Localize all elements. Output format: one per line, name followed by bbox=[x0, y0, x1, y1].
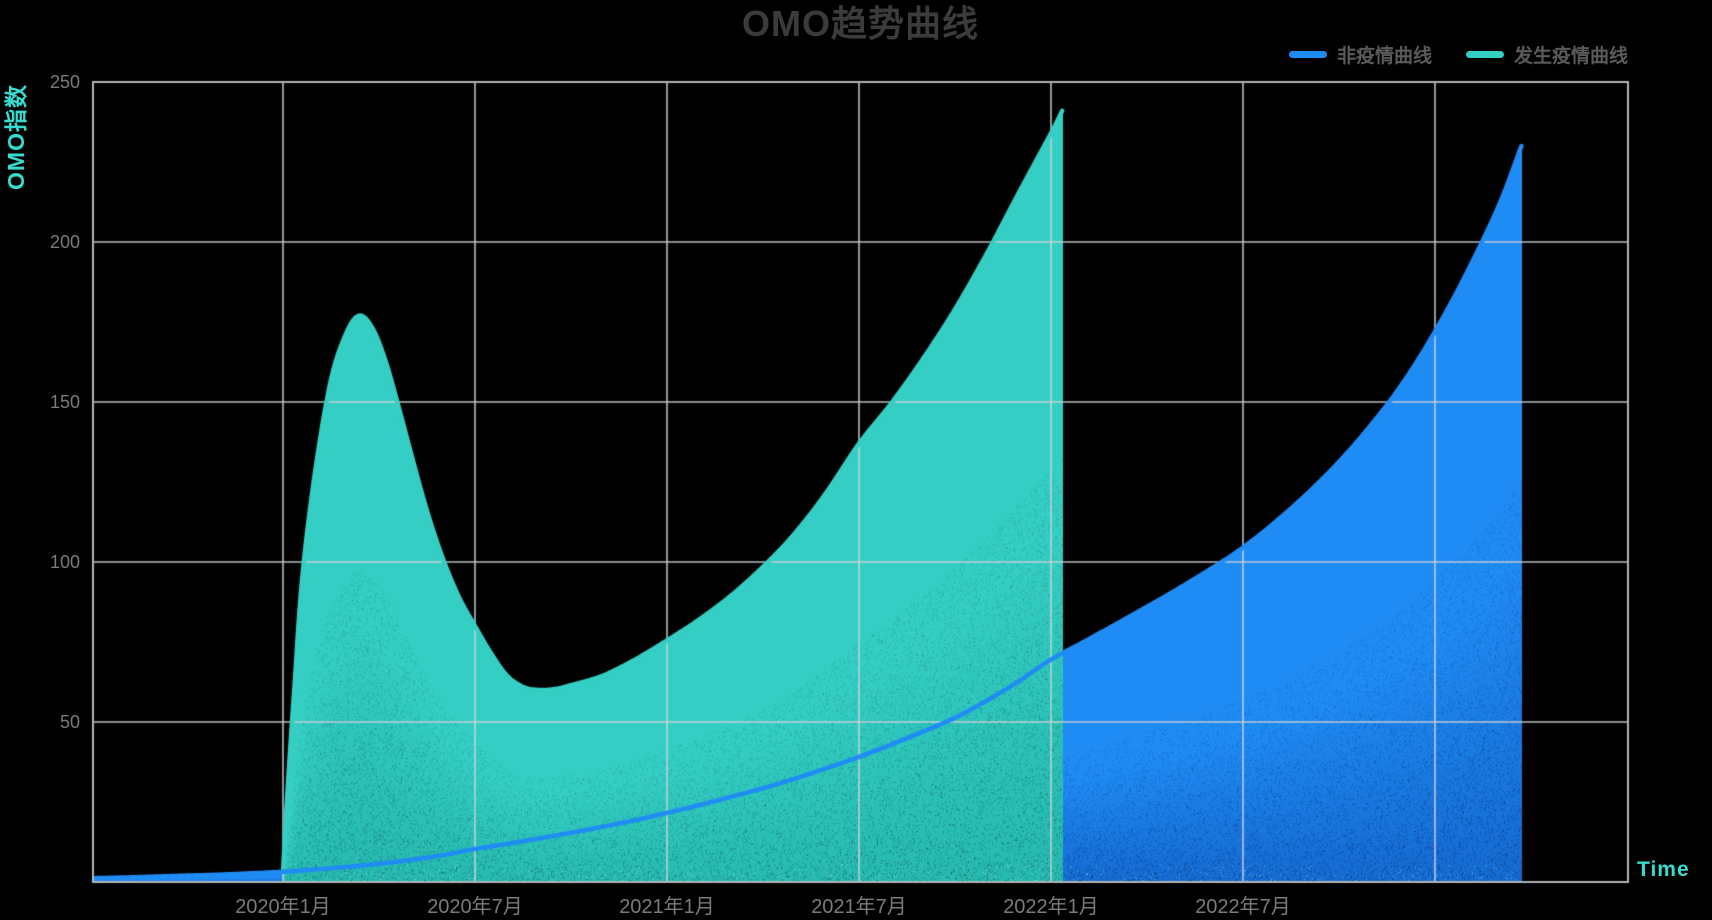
legend: 非疫情曲线 发生疫情曲线 bbox=[1288, 41, 1628, 68]
x-axis-title: Time bbox=[1637, 858, 1690, 881]
x-tick-label: 2022年7月 bbox=[1195, 896, 1291, 918]
legend-label-epidemic: 发生疫情曲线 bbox=[1513, 45, 1628, 67]
x-tick-label: 2020年1月 bbox=[235, 896, 331, 918]
y-tick-label: 50 bbox=[59, 712, 80, 732]
x-tick-label: 2022年1月 bbox=[1003, 896, 1099, 918]
y-tick-label: 200 bbox=[49, 232, 80, 252]
chart-title: OMO趋势曲线 bbox=[742, 3, 979, 44]
x-tick-label: 2021年7月 bbox=[811, 896, 907, 918]
legend-swatch-blue-line bbox=[1288, 50, 1327, 58]
y-tick-label: 150 bbox=[49, 392, 80, 412]
y-tick-label: 250 bbox=[49, 72, 80, 92]
x-tick-label: 2020年7月 bbox=[427, 896, 523, 918]
y-tick-label: 100 bbox=[49, 552, 80, 572]
x-tick-label: 2021年1月 bbox=[619, 896, 715, 918]
legend-swatch-teal-line bbox=[1465, 50, 1504, 58]
legend-item-epidemic: 发生疫情曲线 bbox=[1465, 41, 1628, 68]
legend-item-non-epidemic: 非疫情曲线 bbox=[1288, 41, 1432, 68]
legend-label-non-epidemic: 非疫情曲线 bbox=[1336, 45, 1432, 67]
